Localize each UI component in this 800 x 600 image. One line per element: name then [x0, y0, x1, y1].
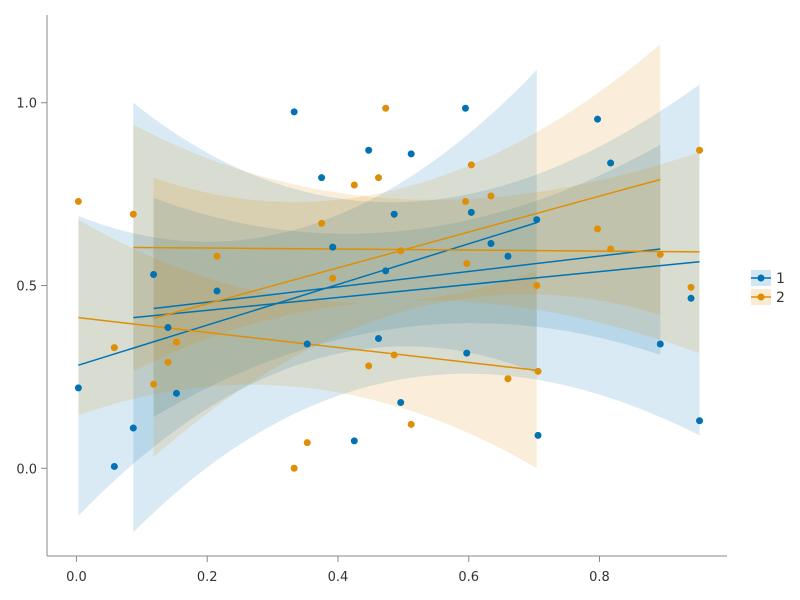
- x-tick-label: 0.0: [66, 570, 87, 585]
- fit-line-series-2-3: [153, 178, 661, 320]
- point-series-2-18: [461, 197, 469, 205]
- x-tick-label: 0.6: [458, 570, 479, 585]
- point-series-1-0: [74, 384, 82, 392]
- point-series-1-19: [463, 349, 471, 357]
- point-series-1-27: [656, 340, 664, 348]
- point-series-1-6: [213, 287, 221, 295]
- point-series-2-4: [164, 358, 172, 366]
- bands-layer: [78, 44, 700, 533]
- point-series-1-4: [164, 324, 172, 332]
- point-series-1-2: [129, 424, 137, 432]
- point-series-2-8: [303, 439, 311, 447]
- legend-marker-1: [757, 274, 765, 282]
- point-series-2-27: [656, 250, 664, 258]
- point-series-2-20: [467, 161, 475, 169]
- point-series-2-11: [350, 181, 358, 189]
- point-series-2-0: [74, 197, 82, 205]
- confidence-band-series-1-3: [153, 144, 661, 418]
- point-series-2-5: [172, 338, 180, 346]
- points-layer: [74, 104, 704, 472]
- point-series-1-14: [382, 267, 390, 275]
- point-series-2-16: [397, 247, 405, 255]
- point-series-1-7: [290, 108, 298, 116]
- point-series-1-24: [534, 431, 542, 439]
- x-tick-label: 0.4: [328, 570, 349, 585]
- point-series-1-9: [318, 174, 326, 182]
- point-series-1-16: [397, 398, 405, 406]
- x-tick-label: 0.2: [197, 570, 218, 585]
- point-series-1-18: [461, 104, 469, 112]
- point-series-2-15: [390, 351, 398, 359]
- point-series-2-9: [318, 219, 326, 227]
- point-series-2-23: [533, 282, 541, 289]
- point-series-1-13: [375, 335, 382, 343]
- point-series-2-6: [213, 252, 221, 260]
- point-series-1-21: [487, 239, 495, 247]
- point-series-2-12: [365, 362, 373, 370]
- point-series-1-29: [696, 417, 704, 425]
- point-series-2-29: [696, 146, 704, 154]
- point-series-1-11: [350, 437, 358, 445]
- point-series-2-7: [290, 464, 298, 472]
- point-series-2-19: [463, 260, 471, 268]
- legend-label-1: 1: [776, 271, 785, 287]
- point-series-2-21: [487, 192, 495, 200]
- y-tick-label: 0.0: [16, 462, 37, 477]
- point-series-1-12: [365, 146, 373, 154]
- point-series-2-17: [407, 420, 415, 428]
- point-series-2-10: [329, 274, 337, 282]
- confidence-band-series-2-3: [153, 44, 661, 458]
- point-series-1-20: [467, 208, 475, 216]
- point-series-1-15: [390, 210, 398, 218]
- y-tick-label: 0.5: [16, 280, 37, 295]
- legend-label-2: 2: [776, 290, 785, 306]
- fit-line-series-1-2: [133, 260, 700, 319]
- confidence-band-series-2-2: [133, 124, 700, 372]
- x-tick-label: 0.8: [589, 570, 610, 585]
- fit-line-series-1-1: [78, 221, 537, 366]
- point-series-2-24: [534, 367, 542, 375]
- point-series-1-25: [594, 115, 602, 123]
- point-series-2-14: [382, 104, 390, 112]
- point-series-1-8: [303, 340, 311, 348]
- point-series-1-28: [687, 294, 695, 302]
- point-series-2-1: [110, 344, 118, 352]
- y-tick-label: 1.0: [16, 97, 37, 112]
- point-series-2-25: [594, 225, 602, 233]
- point-series-1-3: [150, 271, 158, 279]
- fit-line-series-1-3: [153, 248, 661, 310]
- point-series-2-26: [607, 245, 615, 253]
- point-series-2-2: [129, 210, 137, 218]
- point-series-1-26: [607, 159, 615, 167]
- legend: 12: [751, 270, 785, 306]
- point-series-2-22: [504, 375, 512, 383]
- point-series-1-5: [172, 389, 180, 397]
- point-series-1-23: [533, 216, 541, 224]
- confidence-band-series-1-1: [78, 69, 537, 516]
- point-series-1-17: [407, 150, 415, 158]
- fit-line-series-2-2: [133, 246, 700, 253]
- x-ticks: 0.0 0.2 0.4 0.6 0.8: [66, 556, 610, 585]
- point-series-1-1: [110, 462, 118, 470]
- point-series-2-13: [375, 174, 382, 182]
- y-ticks: 0.0 0.5 1.0: [16, 97, 47, 477]
- legend-marker-2: [757, 293, 765, 301]
- point-series-2-3: [150, 380, 158, 388]
- point-series-2-28: [687, 283, 695, 291]
- confidence-band-series-1-2: [133, 84, 700, 533]
- point-series-1-22: [504, 252, 512, 260]
- point-series-1-10: [329, 243, 337, 251]
